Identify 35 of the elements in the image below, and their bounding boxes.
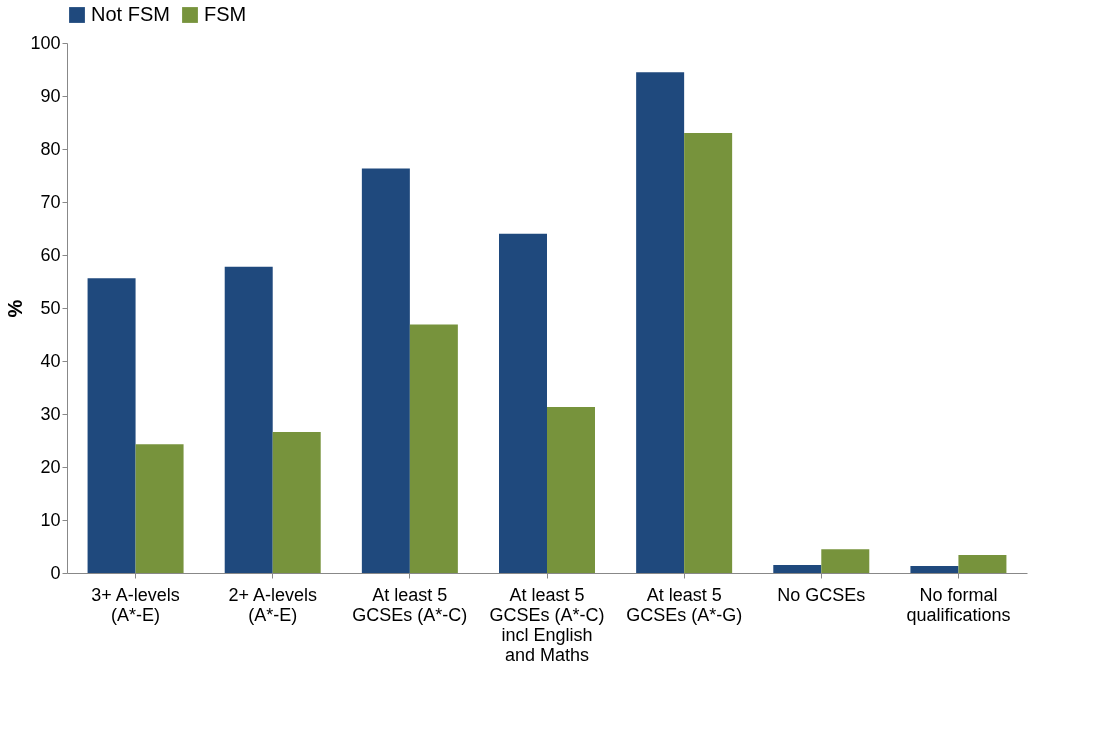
y-tick-label: 100	[30, 32, 61, 53]
y-tick-label: 80	[40, 138, 61, 159]
bar	[224, 266, 273, 573]
bar	[773, 565, 822, 573]
bar	[272, 432, 321, 573]
x-tick-label: At least 5 GCSEs (A*-C) incl English and Maths	[489, 584, 605, 665]
x-tick-label: No GCSEs	[777, 584, 866, 605]
y-tick-label: 0	[50, 562, 61, 583]
bar	[361, 168, 410, 573]
y-tick-label: 50	[40, 297, 61, 318]
y-tick-label: 60	[40, 244, 61, 265]
bar	[958, 554, 1007, 573]
bar	[636, 72, 685, 573]
y-tick-label: 90	[40, 85, 61, 106]
y-axis-title: %	[4, 299, 27, 318]
bar	[821, 549, 870, 573]
x-tick-label: At least 5 GCSEs (A*-C)	[352, 584, 468, 625]
bar	[684, 133, 733, 573]
y-tick-label: 20	[40, 456, 61, 477]
x-tick-label: 2+ A-levels (A*-E)	[228, 584, 317, 625]
y-tick-label: 10	[40, 509, 61, 530]
bar	[87, 278, 136, 573]
legend-label: FSM	[204, 3, 247, 25]
legend-label: Not FSM	[91, 3, 170, 25]
bar	[547, 407, 595, 573]
y-tick-label: 30	[40, 403, 61, 424]
bar	[910, 566, 959, 573]
x-tick-label: At least 5 GCSEs (A*-G)	[626, 584, 743, 625]
bar	[409, 324, 458, 573]
x-tick-label: 3+ A-levels (A*-E)	[91, 584, 180, 625]
x-tick-label: No formal qualifications	[906, 584, 1011, 625]
y-tick-label: 40	[40, 350, 61, 371]
bar	[499, 233, 547, 573]
bar	[135, 444, 184, 573]
y-tick-label: 70	[40, 191, 61, 212]
